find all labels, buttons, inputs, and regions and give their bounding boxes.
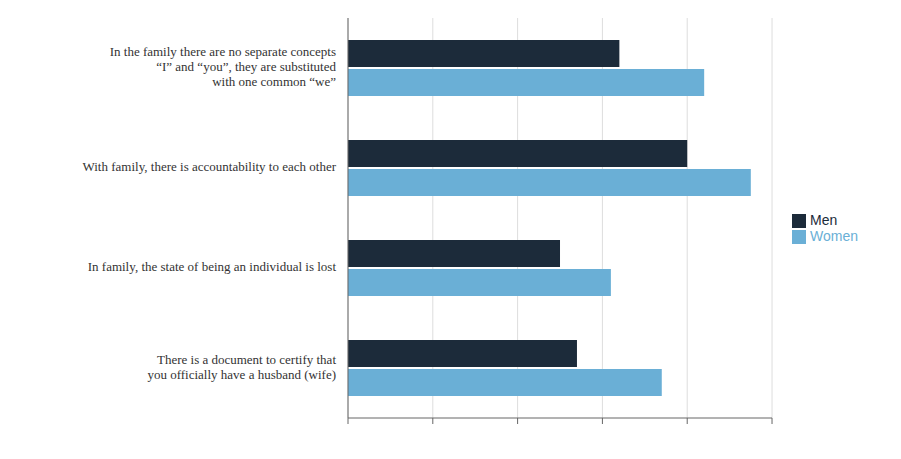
svg-text:In the family there are no sep: In the family there are no separate conc…: [110, 44, 337, 89]
svg-text:In family, the state of being: In family, the state of being an individ…: [88, 259, 337, 274]
svg-text:There is a document to certify: There is a document to certify thatyou o…: [147, 351, 336, 381]
html-text:Women: Women: [810, 228, 858, 244]
html-text:Men: Men: [810, 211, 838, 228]
svg-text:With family, there is accounta: With family, there is accountability to …: [83, 159, 337, 174]
